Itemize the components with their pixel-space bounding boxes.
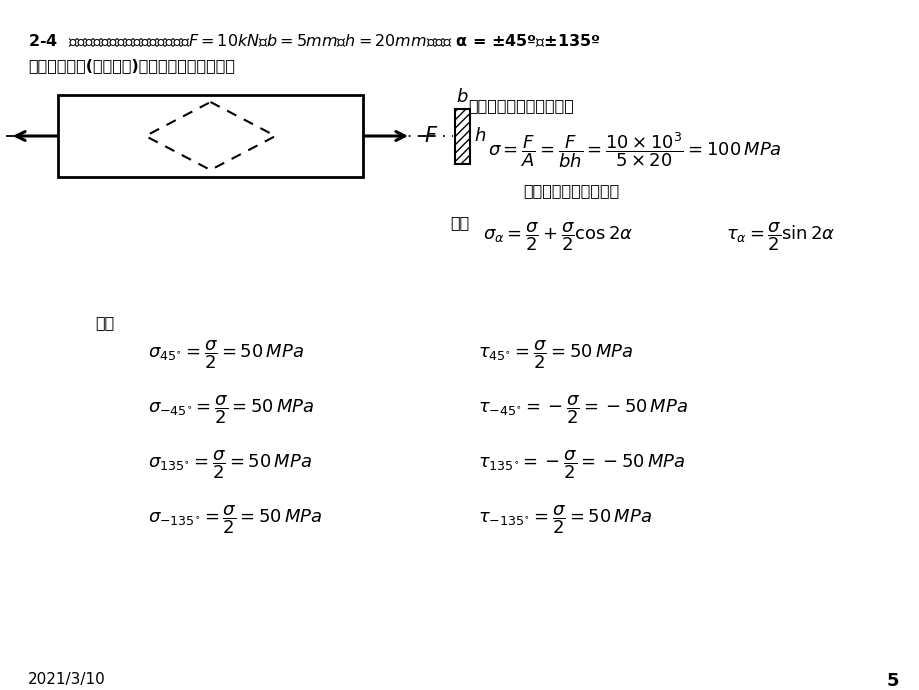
Text: $\sigma_{135^{\circ}} = \dfrac{\sigma}{2} = 50\,MPa$: $\sigma_{135^{\circ}} = \dfrac{\sigma}{2… [148, 448, 312, 481]
Text: $\tau_{\alpha} = \dfrac{\sigma}{2}\sin2\alpha$: $\tau_{\alpha} = \dfrac{\sigma}{2}\sin2\… [725, 220, 834, 253]
Text: 由：: 由： [449, 215, 469, 230]
Text: $\sigma_{-135^{\circ}} = \dfrac{\sigma}{2} = 50\,MPa$: $\sigma_{-135^{\circ}} = \dfrac{\sigma}{… [148, 503, 323, 535]
Text: 求各斜截面上的应力：: 求各斜截面上的应力： [522, 183, 618, 198]
Text: 2021/3/10: 2021/3/10 [28, 672, 106, 687]
Text: 5: 5 [886, 672, 898, 690]
Text: $\mathbf{\mathit{F}}$: $\mathbf{\mathit{F}}$ [424, 126, 437, 146]
Text: $\sigma_{\alpha} = \dfrac{\sigma}{2}+\dfrac{\sigma}{2}\cos2\alpha$: $\sigma_{\alpha} = \dfrac{\sigma}{2}+\df… [482, 220, 632, 253]
Text: $\mathbf{\mathit{h}}$: $\mathbf{\mathit{h}}$ [473, 127, 485, 145]
Text: 解：求横截面上的应力：: 解：求横截面上的应力： [468, 98, 573, 113]
Text: 有：: 有： [95, 315, 114, 330]
Text: $\sigma_{-45^{\circ}} = \dfrac{\sigma}{2} = 50\,MPa$: $\sigma_{-45^{\circ}} = \dfrac{\sigma}{2… [148, 393, 314, 426]
Text: $\tau_{-135^{\circ}} = \dfrac{\sigma}{2} = 50\,MPa$: $\tau_{-135^{\circ}} = \dfrac{\sigma}{2}… [478, 503, 652, 535]
Text: 等四个斜截面(图示虚线)上的正应力和切应力。: 等四个斜截面(图示虚线)上的正应力和切应力。 [28, 58, 234, 73]
Text: $\sigma = \dfrac{F}{A} = \dfrac{F}{bh} = \dfrac{10\times10^{3}}{5\times20} = 100: $\sigma = \dfrac{F}{A} = \dfrac{F}{bh} =… [487, 130, 781, 170]
Text: $\mathbf{\mathit{b}}$: $\mathbf{\mathit{b}}$ [456, 88, 469, 106]
Text: $\tau_{135^{\circ}} = -\dfrac{\sigma}{2} = -50\,MPa$: $\tau_{135^{\circ}} = -\dfrac{\sigma}{2}… [478, 448, 685, 481]
Bar [455, 108, 470, 164]
Text: $\sigma_{45^{\circ}} = \dfrac{\sigma}{2} = 50\,MPa$: $\sigma_{45^{\circ}} = \dfrac{\sigma}{2}… [148, 338, 303, 371]
Bar [58, 95, 363, 177]
Text: 2-4  图示一等直矩形截面杆受拉，已知$F=10kN$，$b=5mm$，$h=20mm$。试求 α = ±45º、±135º: 2-4 图示一等直矩形截面杆受拉，已知$F=10kN$，$b=5mm$，$h=2… [28, 32, 600, 49]
Text: $\tau_{45^{\circ}} = \dfrac{\sigma}{2} = 50\,MPa$: $\tau_{45^{\circ}} = \dfrac{\sigma}{2} =… [478, 338, 632, 371]
Text: $\tau_{-45^{\circ}} = -\dfrac{\sigma}{2} = -50\,MPa$: $\tau_{-45^{\circ}} = -\dfrac{\sigma}{2}… [478, 393, 687, 426]
